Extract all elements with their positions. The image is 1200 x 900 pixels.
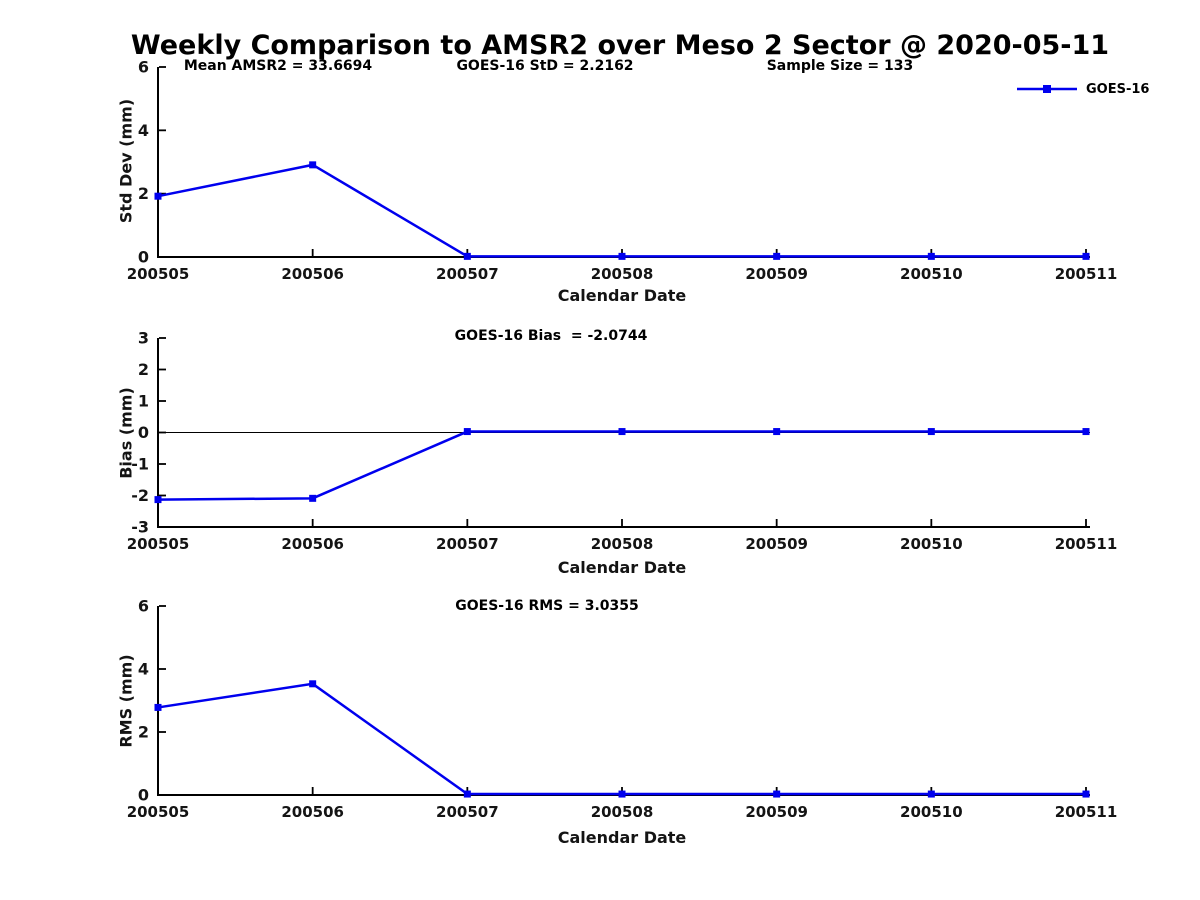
data-point-marker [618, 790, 626, 798]
legend-marker-icon [1043, 85, 1051, 93]
legend-line-sample [1017, 85, 1077, 93]
y-tick-label: 4 [138, 660, 149, 679]
y-tick-label: -2 [131, 486, 149, 505]
y-tick-label: -1 [131, 455, 149, 474]
data-point-marker [927, 252, 935, 260]
y-tick-label: 2 [138, 360, 149, 379]
x-axis-label-2: Calendar Date [557, 558, 687, 577]
stat-mean-amsr2: Mean AMSR2 = 33.6694 [183, 58, 373, 74]
x-axis-label-1: Calendar Date [557, 286, 687, 305]
y-tick-label: -3 [131, 518, 149, 537]
data-point-marker [309, 680, 317, 688]
stat-sample-size: Sample Size = 133 [766, 58, 914, 74]
data-point-marker [773, 790, 781, 798]
data-point-marker [463, 252, 471, 260]
data-point-marker [773, 252, 781, 260]
x-tick-label: 200506 [281, 265, 344, 283]
data-point-marker [1082, 428, 1090, 436]
data-point-marker [154, 496, 162, 504]
x-axis-label-3: Calendar Date [557, 828, 687, 847]
x-tick-label: 200505 [127, 803, 190, 821]
series-line-goes-16 [157, 430, 1086, 501]
stat-goes16-rms: GOES-16 RMS = 3.0355 [455, 598, 639, 614]
x-tick-label: 200509 [745, 265, 808, 283]
y-tick-label: 6 [138, 597, 149, 616]
data-point-marker [154, 192, 162, 200]
x-tick-label: 200510 [900, 265, 963, 283]
y-tick-label: 6 [138, 58, 149, 77]
legend: GOES-16 [1015, 81, 1149, 97]
x-tick-label: 200506 [281, 535, 344, 553]
data-point-marker [618, 252, 626, 260]
x-tick-label: 200508 [591, 265, 654, 283]
x-tick-label: 200511 [1055, 265, 1118, 283]
x-tick-label: 200509 [745, 535, 808, 553]
data-point-marker [1082, 252, 1090, 260]
x-tick-label: 200511 [1055, 803, 1118, 821]
figure-title: Weekly Comparison to AMSR2 over Meso 2 S… [130, 30, 1110, 61]
series-line-goes-16 [157, 682, 1086, 796]
y-tick-label: 2 [138, 184, 149, 203]
legend-label: GOES-16 [1086, 81, 1150, 97]
stat-goes16-std: GOES-16 StD = 2.2162 [456, 58, 634, 74]
x-tick-label: 200505 [127, 535, 190, 553]
data-point-marker [773, 428, 781, 436]
data-point-marker [309, 161, 317, 169]
data-point-marker [618, 428, 626, 436]
data-point-marker [927, 790, 935, 798]
x-tick-label: 200507 [436, 535, 499, 553]
y-tick-label: 0 [138, 786, 149, 805]
x-tick-label: 200507 [436, 803, 499, 821]
y-tick-label: 2 [138, 723, 149, 742]
x-tick-label: 200510 [900, 803, 963, 821]
stat-goes16-bias: GOES-16 Bias = -2.0744 [454, 328, 648, 344]
data-point-marker [309, 494, 317, 502]
series-line-goes-16 [157, 163, 1086, 258]
x-tick-label: 200510 [900, 535, 963, 553]
x-tick-label: 200506 [281, 803, 344, 821]
y-tick-label: 4 [138, 121, 149, 140]
x-tick-label: 200508 [591, 535, 654, 553]
data-point-marker [463, 428, 471, 436]
x-tick-label: 200511 [1055, 535, 1118, 553]
y-tick-label: 0 [138, 423, 149, 442]
x-tick-label: 200505 [127, 265, 190, 283]
data-point-marker [463, 790, 471, 798]
data-point-marker [154, 703, 162, 711]
y-tick-label: 1 [138, 392, 149, 411]
x-tick-label: 200507 [436, 265, 499, 283]
y-tick-label: 3 [138, 329, 149, 348]
data-point-marker [1082, 790, 1090, 798]
y-tick-label: 0 [138, 248, 149, 267]
x-tick-label: 200509 [745, 803, 808, 821]
x-tick-label: 200508 [591, 803, 654, 821]
data-point-marker [927, 428, 935, 436]
